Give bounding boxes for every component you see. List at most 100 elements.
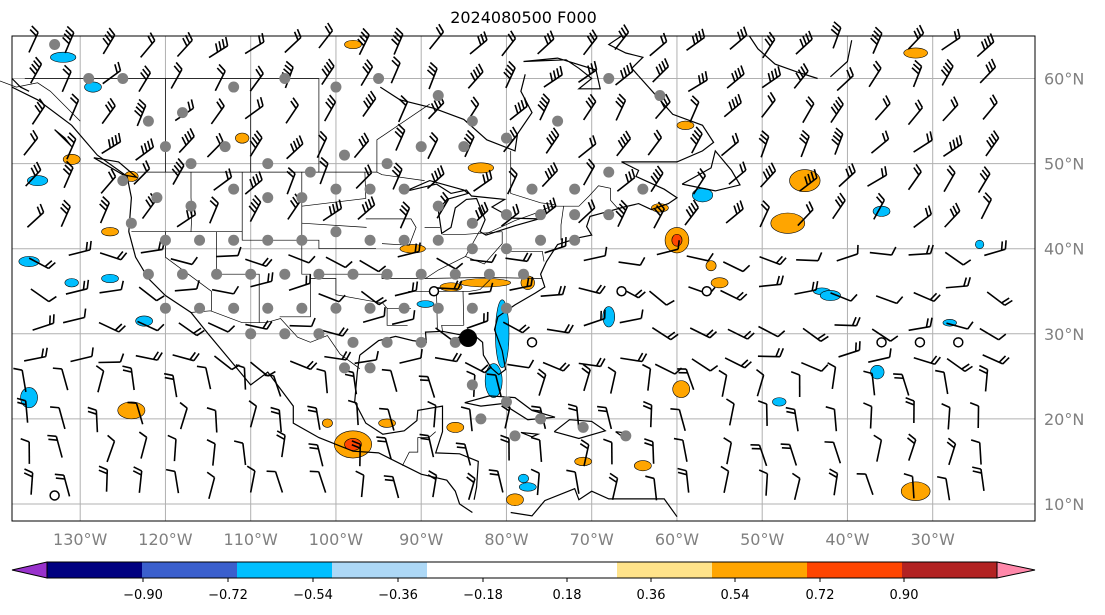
wind-barb [245, 257, 273, 268]
colorbar-tick-label: −0.18 [463, 588, 503, 603]
barb-feather [761, 130, 770, 138]
station-marker [364, 183, 376, 195]
wind-barb [908, 244, 934, 256]
wind-barb [687, 71, 708, 93]
barb-staff [945, 478, 951, 501]
positive-anomaly [235, 132, 250, 144]
wind-barb [354, 350, 379, 365]
barb-feather [465, 133, 473, 141]
barb-feather [477, 36, 482, 46]
wind-barb [351, 440, 362, 467]
barb-feather [543, 35, 549, 45]
barb-feather [364, 201, 370, 211]
colorbar-segment [712, 562, 807, 578]
wind-barb [235, 364, 247, 390]
barb-feather [915, 163, 922, 173]
wind-barb [540, 285, 566, 297]
barb-feather [817, 333, 826, 340]
barb-feather [810, 171, 815, 181]
station-marker [398, 234, 410, 246]
wind-barb [309, 470, 327, 493]
barb-feather [733, 205, 738, 215]
barb-staff [354, 359, 377, 365]
barb-feather [310, 317, 316, 327]
wind-barb [945, 277, 972, 289]
wind-barb [244, 96, 264, 120]
barb-feather [942, 65, 950, 74]
colorbar-segment [807, 562, 902, 578]
barb-feather [742, 161, 747, 171]
barb-feather [102, 37, 110, 46]
barb-feather [608, 476, 618, 483]
barb-feather [147, 35, 153, 44]
wind-barb [357, 196, 376, 220]
barb-feather [617, 139, 624, 149]
barb-feather [501, 405, 510, 412]
barb-feather [44, 260, 53, 268]
wind-barb [216, 246, 242, 258]
wind-barb [726, 65, 745, 89]
barb-feather [393, 166, 401, 174]
wind-barb [940, 58, 954, 86]
barb-feather [30, 167, 36, 177]
barb-feather [619, 69, 625, 79]
barb-feather [442, 191, 449, 200]
barb-feather [969, 401, 979, 407]
barb-feather [559, 65, 563, 76]
barb-feather [568, 407, 578, 412]
barb-feather [760, 203, 769, 212]
positive-anomaly [634, 460, 652, 472]
wind-barb [725, 398, 735, 426]
barb-feather [981, 169, 989, 178]
barb-feather [850, 293, 858, 302]
barb-feather [224, 36, 229, 46]
barb-feather [467, 472, 476, 480]
station-marker [330, 183, 342, 195]
barb-feather [808, 201, 814, 210]
barb-feather [595, 284, 602, 293]
station-marker [364, 302, 376, 314]
barb-feather [930, 355, 938, 364]
barb-feather [383, 307, 386, 317]
barb-feather [835, 99, 842, 109]
wind-barb [65, 279, 90, 295]
barb-feather [884, 166, 888, 176]
barb-feather [762, 171, 769, 180]
barb-feather [17, 401, 27, 406]
station-marker [117, 175, 129, 187]
wind-barb [20, 437, 31, 464]
wind-barb [473, 169, 493, 192]
wind-barb [70, 347, 94, 363]
coastline [510, 487, 678, 518]
station-marker [151, 192, 163, 204]
barb-feather [744, 361, 752, 369]
barb-feather [698, 30, 702, 40]
barb-feather [184, 133, 190, 143]
longitude-label: 80°W [484, 530, 528, 549]
graticule [12, 36, 1035, 521]
barb-feather [228, 168, 233, 178]
open-circle-marker [49, 490, 60, 501]
station-marker [432, 200, 444, 212]
wind-barb [467, 63, 484, 89]
barb-staff [619, 317, 642, 324]
barb-feather [616, 97, 625, 105]
barb-feather [175, 161, 183, 170]
barb-feather [360, 31, 368, 40]
negative-anomaly [518, 482, 537, 492]
barb-feather [206, 407, 216, 412]
station-marker [432, 90, 444, 102]
barb-feather [475, 66, 482, 76]
barb-staff [30, 288, 50, 303]
barb-staff [832, 442, 842, 464]
barb-feather [515, 203, 520, 213]
barb-feather [964, 365, 973, 373]
barb-feather [834, 199, 842, 208]
wind-barb [793, 63, 809, 89]
wind-barb [903, 472, 915, 499]
barb-feather [916, 27, 922, 37]
longitude-label: 40°W [825, 530, 869, 549]
wind-barb [25, 161, 42, 187]
barb-feather [832, 103, 840, 112]
barb-staff [618, 261, 641, 267]
